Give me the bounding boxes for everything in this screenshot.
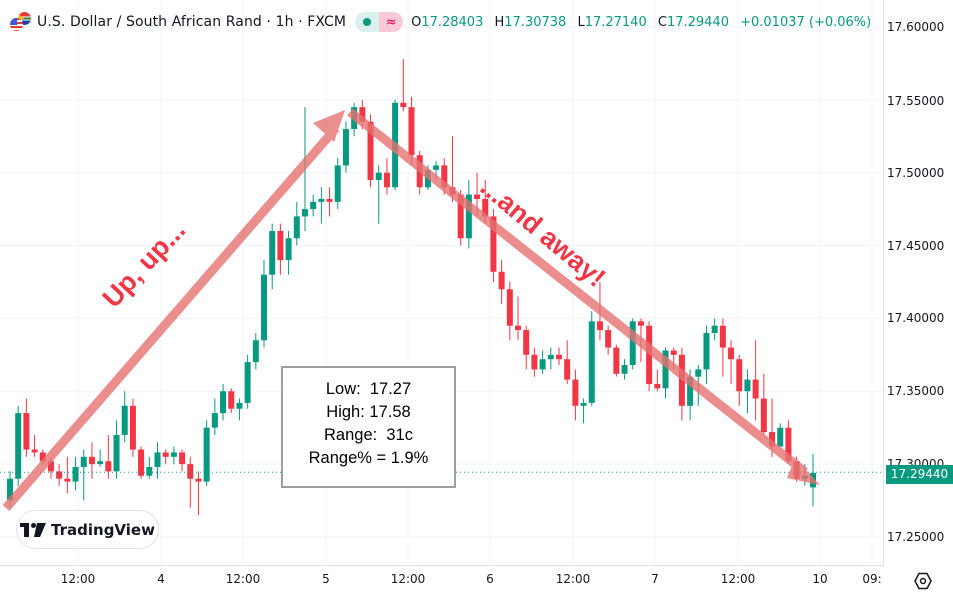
time-tick: 5 (322, 572, 330, 586)
info-range-pct: Range% = 1.9% (308, 449, 429, 467)
price-tick: 17.45000 (887, 239, 945, 253)
ohlc-values: O17.28403 H17.30738 L17.27140 C17.29440 … (411, 15, 871, 30)
market-status-pill[interactable]: ≈ (355, 12, 404, 32)
info-low: Low: 17.27 (325, 380, 412, 398)
time-tick: 12:00 (720, 572, 756, 586)
symbol-title[interactable]: U.S. Dollar / South African Rand · 1h · … (37, 14, 347, 30)
time-tick: 6 (486, 572, 494, 586)
tradingview-logo[interactable]: TradingView (17, 511, 158, 548)
close-label: C (657, 14, 667, 30)
time-tick: 12:00 (60, 572, 96, 586)
open-label: O (411, 14, 422, 30)
time-tick: 12:00 (555, 572, 591, 586)
range-info-box[interactable]: Low: 17.27 High: 17.58 Range: 31c Range%… (281, 366, 456, 488)
approx-delayed-icon: ≈ (379, 12, 404, 32)
time-tick: 09: (862, 572, 882, 586)
price-tick: 17.35000 (887, 384, 945, 398)
price-tick: 17.40000 (887, 311, 945, 325)
market-open-dot-icon (355, 12, 380, 32)
price-axis-border (883, 0, 884, 565)
symbol-header: U.S. Dollar / South African Rand · 1h · … (10, 8, 871, 36)
price-tick: 17.25000 (887, 530, 945, 544)
settings-hexagon-icon[interactable] (913, 571, 933, 591)
price-tick: 17.50000 (887, 166, 945, 180)
high-value: 17.30738 (504, 14, 567, 30)
usd-zar-flag-icon (10, 12, 32, 32)
down-trend-arrow[interactable] (347, 108, 820, 485)
close-value: 17.29440 (666, 14, 729, 30)
time-tick: 10 (812, 572, 828, 586)
low-label: L (577, 14, 585, 30)
low-value: 17.27140 (584, 14, 647, 30)
price-tick: 17.60000 (887, 20, 945, 34)
high-label: H (494, 14, 505, 30)
time-tick: 12:00 (225, 572, 261, 586)
tradingview-logo-icon (20, 522, 47, 537)
time-tick: 4 (157, 572, 165, 586)
open-value: 17.28403 (421, 14, 484, 30)
up-trend-arrow[interactable] (2, 110, 345, 511)
info-range: Range: 31c (324, 426, 413, 444)
tradingview-logo-text: TradingView (51, 520, 155, 539)
info-high: High: 17.58 (326, 403, 411, 421)
time-axis-border (0, 565, 884, 566)
price-tick: 17.55000 (887, 94, 945, 108)
time-tick: 7 (651, 572, 659, 586)
time-tick: 12:00 (390, 572, 426, 586)
change-value: +0.01037 (+0.06%) (740, 14, 872, 30)
current-price-label: 17.29440 (886, 465, 953, 484)
